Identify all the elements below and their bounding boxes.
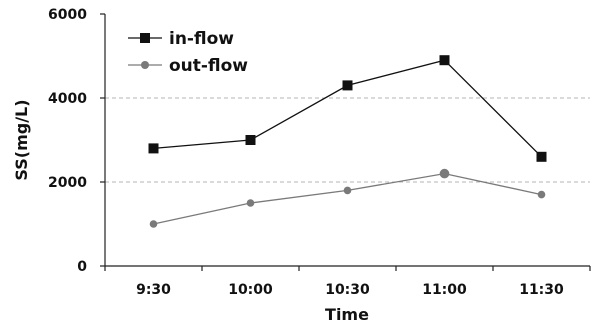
series-line-out-flow <box>153 172 542 225</box>
y-axis-title: SS(mg/L) <box>12 99 31 180</box>
x-axis-title: Time <box>325 305 369 324</box>
data-point <box>537 190 546 199</box>
series <box>148 55 547 228</box>
legend-marker-in-flow <box>140 33 150 43</box>
series-out-flow <box>149 168 546 228</box>
gridlines <box>105 97 590 183</box>
data-point <box>148 143 159 154</box>
y-tick-label: 6000 <box>48 7 87 23</box>
data-point <box>439 55 450 66</box>
x-tick-label: 11:30 <box>519 282 564 298</box>
x-tick-label: 10:30 <box>325 282 370 298</box>
legend-label-in-flow: in-flow <box>169 29 234 49</box>
data-point <box>246 199 255 207</box>
legend-marker-out-flow <box>141 61 149 69</box>
x-tick-label: 9:30 <box>136 282 171 298</box>
data-point <box>245 135 256 145</box>
x-tick-label: 10:00 <box>228 282 273 298</box>
series-in-flow <box>148 55 547 162</box>
legend-item-in-flow: in-flow <box>128 29 234 49</box>
data-point <box>343 186 352 195</box>
y-tick-labels: 0 2000 4000 6000 <box>48 7 87 275</box>
y-tick-label: 2000 <box>48 175 87 191</box>
y-tick-label: 0 <box>77 259 87 275</box>
y-tick-label: 4000 <box>48 91 87 107</box>
data-point <box>149 220 158 228</box>
data-point <box>439 168 450 179</box>
data-point <box>536 151 547 162</box>
legend: in-flow out-flow <box>128 29 248 76</box>
legend-label-out-flow: out-flow <box>169 56 248 76</box>
data-point <box>342 80 353 91</box>
x-tick-labels: 9:30 10:00 10:30 11:00 11:30 <box>136 282 564 298</box>
axes <box>100 13 591 271</box>
legend-item-out-flow: out-flow <box>128 56 248 76</box>
x-tick-label: 11:00 <box>422 282 467 298</box>
